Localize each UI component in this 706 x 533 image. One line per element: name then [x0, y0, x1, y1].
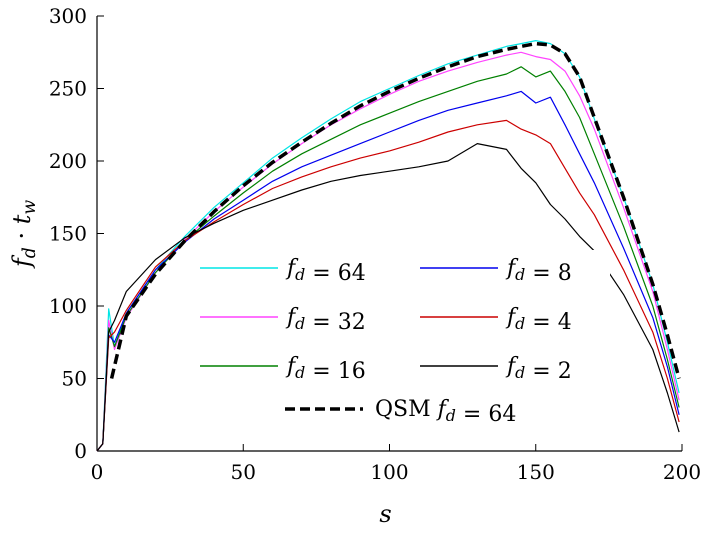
y-tick-label: 100 — [49, 294, 87, 318]
y-tick-label: 250 — [49, 77, 87, 101]
series-line-qsm-f-d-64 — [109, 41, 681, 379]
legend-background — [190, 250, 610, 435]
axes: 0 50 100 150 200 0 50 100 150 200 250 300 s fd · tw — [8, 4, 701, 528]
legend-label: fd = 32 — [285, 305, 366, 335]
series-line-f-d-8 — [96, 90, 680, 452]
series-line-f-d-4 — [96, 119, 680, 452]
legend-label: fd = 8 — [505, 256, 572, 286]
x-tick-label: 100 — [370, 460, 408, 484]
x-tick-label: 200 — [663, 460, 701, 484]
y-axis-label: fd · tw — [8, 200, 40, 270]
y-tick-label: 300 — [49, 4, 87, 28]
y-tick-label: 200 — [49, 149, 87, 173]
x-axis-label: s — [379, 500, 391, 528]
x-tick-label: 50 — [231, 460, 256, 484]
y-tick-label: 150 — [49, 222, 87, 246]
series-layer — [96, 39, 681, 452]
x-tick-label: 0 — [91, 460, 104, 484]
x-tick-label: 150 — [517, 460, 555, 484]
legend-label: fd = 64 — [285, 256, 366, 286]
legend-label: fd = 2 — [505, 354, 572, 384]
y-tick-label: 0 — [74, 439, 87, 463]
legend-label: fd = 4 — [505, 305, 572, 335]
legend-label: QSM fd = 64 — [375, 397, 516, 427]
y-tick-label: 50 — [62, 367, 87, 391]
series-line-f-d-2 — [96, 143, 680, 452]
